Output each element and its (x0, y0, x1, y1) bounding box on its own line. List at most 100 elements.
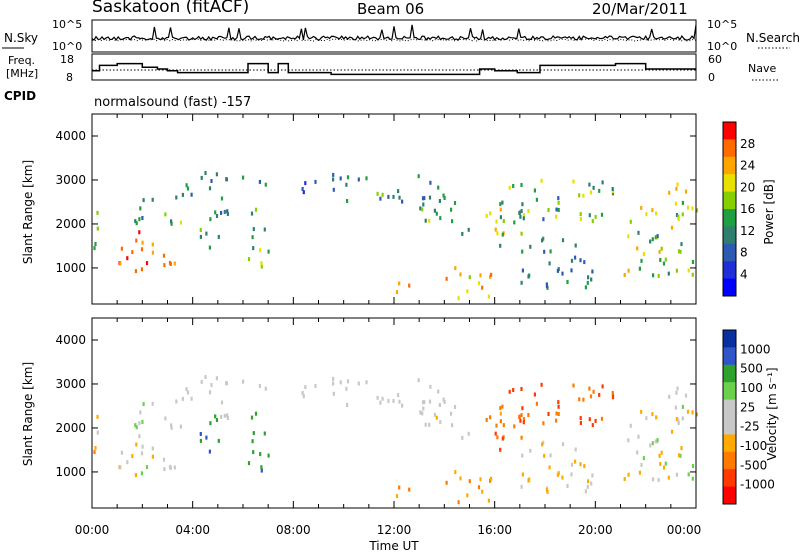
power-cell (210, 179, 213, 183)
velocity-cell (677, 421, 680, 425)
y-tick-label: 4000 (55, 129, 86, 143)
y-tick-label: 4000 (55, 333, 86, 347)
velocity-cell (433, 412, 436, 417)
power-cell (397, 189, 400, 194)
velocity-cell (258, 383, 261, 388)
noise-search-line (92, 38, 696, 42)
velocity-cell (445, 480, 448, 485)
power-cell (226, 212, 229, 216)
velocity-cell (499, 406, 502, 411)
power-cell (141, 216, 144, 220)
power-cell (204, 171, 207, 175)
power-cell (247, 257, 251, 262)
velocity-cell (589, 394, 593, 399)
velocity-cell (681, 404, 684, 409)
velocity-cell (542, 421, 545, 426)
nave-right-label: Nave (748, 62, 776, 75)
velocity-cell (691, 476, 694, 481)
velocity-cell (138, 434, 141, 439)
velocity-cell (408, 487, 411, 492)
power-cell (527, 274, 530, 279)
velocity-cell (640, 462, 643, 467)
velocity-cell (120, 450, 123, 455)
power-cell (442, 193, 445, 198)
power-cell (145, 261, 149, 266)
power-cell (555, 207, 558, 212)
x-tick-label-4: 16:00 (477, 523, 512, 537)
power-cell (209, 217, 212, 222)
power-cell (208, 186, 212, 191)
colorbar-swatch (723, 434, 736, 453)
velocity-cell (501, 436, 504, 441)
colorbar-tick-label: 25 (740, 400, 755, 414)
power-cell (487, 294, 490, 299)
power-cell (398, 195, 401, 200)
power-cell (649, 239, 652, 244)
velocity-cell (662, 465, 666, 470)
velocity-cell (145, 465, 149, 470)
velocity-cell (588, 386, 591, 391)
power-cell (533, 188, 536, 193)
velocity-cell (588, 417, 591, 422)
velocity-cell (519, 418, 522, 423)
power-cell (590, 277, 593, 282)
velocity-panel: 1000 2000 3000 4000 Slant Range [km] 1000 50… (21, 317, 779, 509)
power-cell (496, 231, 499, 236)
velocity-cell (135, 425, 138, 430)
power-cell (679, 249, 682, 254)
power-cell (547, 208, 550, 212)
power-cell (453, 201, 457, 205)
velocity-cell (220, 414, 223, 419)
power-cell (556, 268, 559, 273)
velocity-cell (259, 452, 262, 457)
power-cell (540, 178, 543, 183)
velocity-cell (421, 411, 424, 416)
power-cell (173, 261, 176, 266)
power-cell (520, 209, 523, 214)
noise-panel: N.Sky 10^5 10^0 10^5 10^0 N.Search (2, 18, 800, 53)
velocity-cell (668, 394, 671, 399)
velocity-cell (332, 391, 335, 396)
velocity-cell (459, 476, 462, 481)
velocity-cell (684, 393, 688, 398)
velocity-cell (522, 420, 525, 425)
velocity-cell (428, 422, 431, 427)
power-cell (94, 242, 97, 246)
noise-left-label: N.Sky (4, 31, 38, 45)
velocity-cell (199, 432, 202, 436)
power-cell (220, 210, 223, 215)
power-cell (674, 201, 677, 206)
power-cell (481, 285, 484, 290)
power-cell (680, 242, 683, 247)
velocity-cell (555, 418, 558, 423)
velocity-cell (487, 498, 490, 503)
velocity-cell (658, 453, 661, 458)
power-cell (419, 206, 422, 211)
power-cell (138, 217, 141, 222)
power-cell (543, 249, 546, 254)
power-cell (542, 217, 545, 222)
power-cell (586, 280, 589, 285)
velocity-colorbar-label: Velocity [m s⁻¹] (765, 367, 779, 460)
colorbar-swatch (723, 174, 736, 193)
power-cell (670, 225, 674, 230)
colorbar-tick-label: 12 (740, 224, 755, 238)
velocity-cell (496, 435, 499, 440)
velocity-cell (481, 489, 484, 494)
velocity-cell (557, 400, 560, 405)
power-cell (527, 209, 530, 213)
velocity-cell (96, 430, 99, 435)
velocity-cell (545, 488, 549, 493)
velocity-cell (185, 387, 188, 392)
colorbar-tick-label: -25 (740, 420, 760, 434)
power-cell (521, 268, 524, 273)
velocity-cell (591, 423, 594, 428)
noise-sky-line (91, 24, 697, 41)
power-cell (494, 227, 497, 232)
power-cell (186, 186, 190, 191)
velocity-cell (135, 442, 138, 447)
power-cell (439, 216, 442, 221)
colorbar-swatch (723, 122, 736, 140)
power-cell (454, 266, 457, 271)
power-cell (408, 283, 411, 288)
